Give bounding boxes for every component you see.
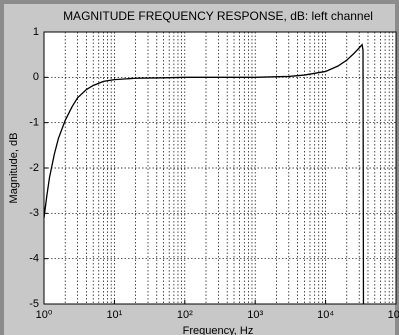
data-line <box>43 43 365 305</box>
x-tick-label: 10¹ <box>106 309 122 321</box>
plot-border <box>43 31 397 305</box>
x-tick-label: 10⁴ <box>317 309 334 321</box>
y-tick-label: -4 <box>29 253 39 265</box>
y-tick-label: 0 <box>33 71 39 83</box>
x-tick-label: 10² <box>177 309 193 321</box>
chart-title: MAGNITUDE FREQUENCY RESPONSE, dB: left c… <box>63 9 373 23</box>
marks <box>43 43 365 305</box>
y-tick-label: -3 <box>29 207 39 219</box>
y-axis-label: Magnitude, dB <box>8 133 20 204</box>
x-tick-label: 10³ <box>247 309 263 321</box>
x-tick-label: 10⁵ <box>388 309 399 321</box>
y-tick-label: 1 <box>33 26 39 38</box>
y-tick-label: -2 <box>29 162 39 174</box>
x-axis-label: Frequency, Hz <box>183 325 254 335</box>
y-tick-label: -5 <box>29 298 39 310</box>
y-tick-label: -1 <box>29 117 39 129</box>
x-tick-label: 10⁰ <box>36 309 53 321</box>
